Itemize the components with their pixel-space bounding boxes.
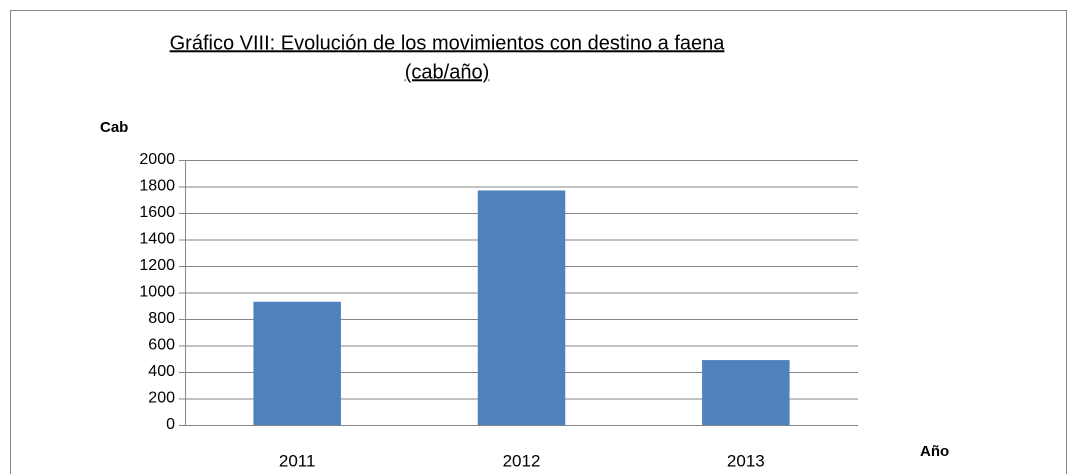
bar bbox=[477, 190, 566, 425]
chart-subtitle: (cab/año) bbox=[405, 61, 490, 83]
y-tick-label: 200 bbox=[148, 390, 175, 407]
chart-title: Gráfico VIII: Evolución de los movimient… bbox=[170, 32, 726, 54]
y-tick-label: 600 bbox=[148, 337, 175, 354]
y-tick-label: 2000 bbox=[139, 151, 175, 168]
x-tick-label: 2012 bbox=[503, 451, 541, 470]
y-tick-label: 1800 bbox=[139, 178, 175, 195]
y-tick-label: 1000 bbox=[139, 284, 175, 301]
bar bbox=[253, 301, 341, 425]
y-tick-label: 0 bbox=[166, 416, 175, 433]
y-tick-label: 400 bbox=[148, 363, 175, 380]
x-axis-label: Año bbox=[920, 443, 949, 460]
x-tick-label: 2011 bbox=[279, 451, 316, 470]
y-tick-label: 1600 bbox=[139, 204, 175, 221]
y-tick-label: 1200 bbox=[139, 257, 175, 274]
bar bbox=[702, 360, 790, 425]
y-tick-label: 1400 bbox=[139, 231, 175, 248]
y-axis-label: Cab bbox=[100, 119, 128, 136]
y-tick-label: 800 bbox=[148, 310, 175, 327]
x-tick-label: 2013 bbox=[727, 451, 765, 470]
